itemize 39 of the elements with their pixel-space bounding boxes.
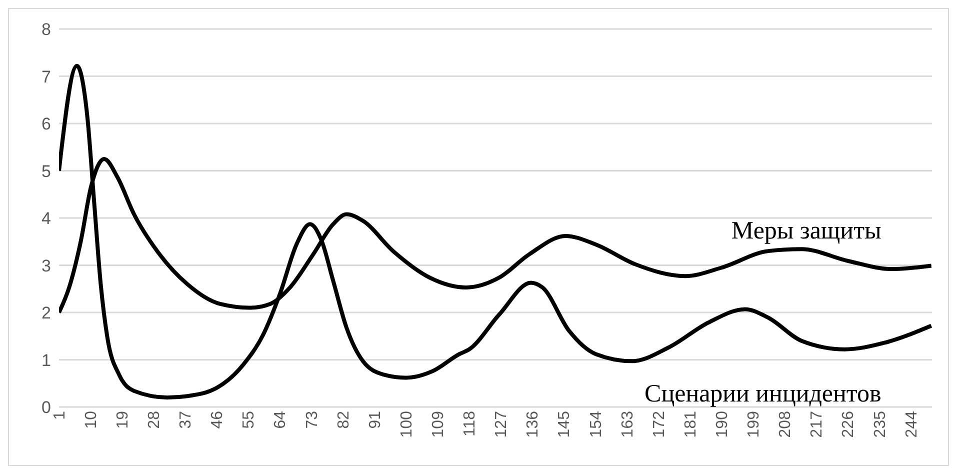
x-tick-label: 190 (714, 410, 731, 438)
x-tick-label: 109 (430, 410, 448, 438)
x-tick-label: 100 (398, 410, 416, 438)
x-tick-label: 91 (366, 410, 384, 429)
y-tick-label: 0 (42, 398, 51, 418)
x-tick-label: 37 (178, 410, 195, 429)
x-tick-label: 217 (808, 410, 826, 438)
x-tick-label: 172 (650, 410, 668, 438)
x-tick-label: 145 (556, 410, 574, 438)
x-tick-label: 208 (777, 410, 794, 438)
x-tick-label: 181 (682, 410, 700, 438)
x-tick-label: 226 (840, 410, 858, 438)
x-tick-label: 154 (588, 410, 605, 438)
x-tick-label: 55 (240, 410, 258, 429)
x-tick-label: 118 (462, 410, 479, 437)
x-tick-label: 64 (272, 410, 290, 429)
y-tick-label: 5 (42, 162, 51, 181)
series-label: Сценарии инцидентов (644, 380, 882, 408)
x-tick-label: 73 (304, 410, 321, 429)
y-tick-label: 4 (42, 209, 51, 228)
y-tick-label: 3 (42, 256, 51, 276)
y-tick-label: 6 (42, 114, 51, 134)
y-tick-label: 8 (42, 20, 51, 40)
x-tick-label: 163 (619, 410, 636, 438)
x-tick-label: 10 (82, 410, 100, 429)
y-tick-label: 1 (42, 350, 51, 370)
y-tick-label: 2 (42, 304, 51, 323)
x-tick-label: 82 (335, 410, 352, 429)
x-tick-label: 28 (146, 410, 164, 429)
x-tick-label: 19 (114, 410, 132, 429)
x-tick-label: 46 (209, 410, 226, 429)
x-tick-label: 127 (493, 410, 510, 438)
y-tick-label: 7 (42, 67, 51, 86)
x-tick-label: 1 (51, 410, 68, 420)
x-tick-label: 136 (524, 410, 542, 438)
x-tick-label: 199 (746, 410, 763, 438)
x-tick-label: 235 (872, 410, 889, 438)
series-label: Меры защиты (731, 218, 882, 245)
x-tick-label: 244 (903, 410, 920, 438)
